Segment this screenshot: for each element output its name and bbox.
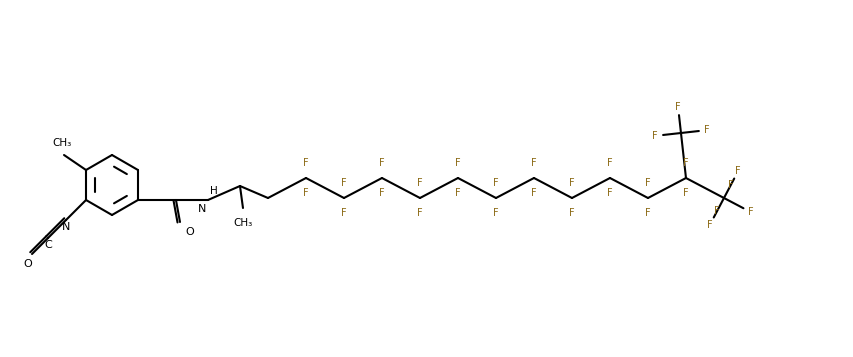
Text: F: F — [492, 178, 498, 188]
Text: F: F — [568, 208, 574, 218]
Text: F: F — [606, 188, 612, 198]
Text: H: H — [210, 186, 218, 196]
Text: F: F — [713, 206, 719, 216]
Text: F: F — [606, 158, 612, 168]
Text: F: F — [303, 188, 309, 198]
Text: F: F — [531, 158, 537, 168]
Text: F: F — [531, 188, 537, 198]
Text: CH₃: CH₃ — [52, 138, 72, 148]
Text: F: F — [455, 158, 461, 168]
Text: F: F — [303, 158, 309, 168]
Text: F: F — [644, 178, 650, 188]
Text: F: F — [703, 125, 709, 135]
Text: O: O — [185, 227, 194, 237]
Text: F: F — [340, 178, 346, 188]
Text: N: N — [197, 204, 206, 214]
Text: F: F — [682, 188, 688, 198]
Text: F: F — [734, 166, 740, 176]
Text: F: F — [728, 180, 733, 190]
Text: F: F — [747, 207, 752, 217]
Text: F: F — [416, 178, 422, 188]
Text: F: F — [340, 208, 346, 218]
Text: F: F — [568, 178, 574, 188]
Text: F: F — [652, 131, 657, 141]
Text: F: F — [706, 220, 712, 230]
Text: F: F — [379, 158, 385, 168]
Text: F: F — [455, 188, 461, 198]
Text: F: F — [675, 102, 680, 112]
Text: C: C — [44, 240, 52, 250]
Text: F: F — [492, 208, 498, 218]
Text: O: O — [24, 259, 32, 269]
Text: F: F — [644, 208, 650, 218]
Text: CH₃: CH₃ — [233, 218, 252, 228]
Text: F: F — [379, 188, 385, 198]
Text: F: F — [416, 208, 422, 218]
Text: F: F — [682, 158, 688, 168]
Text: N: N — [61, 222, 70, 232]
